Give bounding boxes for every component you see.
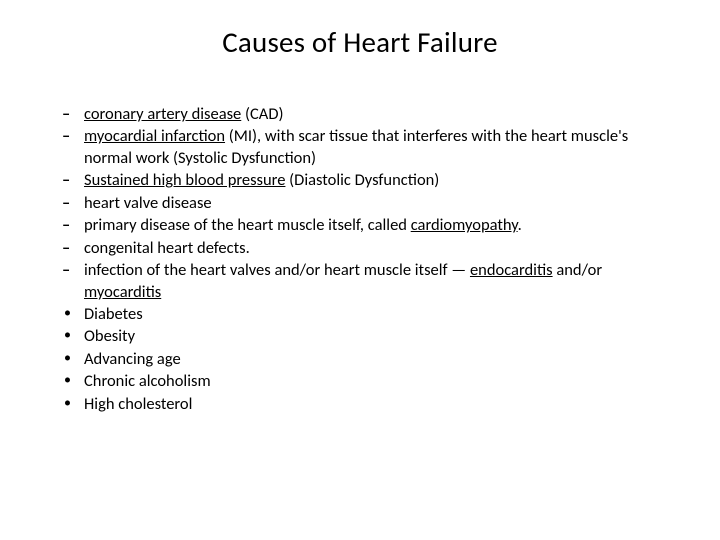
list-item-text: . <box>518 215 522 235</box>
list-item: infection of the heart valves and/or hea… <box>56 260 664 303</box>
list-item-text: primary disease of the heart muscle itse… <box>84 215 411 235</box>
list-item-text: myocarditis <box>84 282 161 302</box>
list-item-text: coronary artery disease <box>84 104 241 124</box>
list-item-text: (Diastolic Dysfunction) <box>285 170 439 190</box>
list-item: congenital heart defects. <box>56 238 664 259</box>
list-item: Chronic alcoholism <box>56 371 664 392</box>
list-item-text: (CAD) <box>241 104 283 124</box>
list-item-text: Chronic alcoholism <box>84 371 211 391</box>
list-item-text: Obesity <box>84 326 135 346</box>
slide-title: Causes of Heart Failure <box>56 24 664 60</box>
list-item-text: Diabetes <box>84 304 143 324</box>
slide: Causes of Heart Failure coronary artery … <box>0 0 720 540</box>
list-item-text: heart valve disease <box>84 193 212 213</box>
causes-list: coronary artery disease (CAD) myocardial… <box>56 104 664 415</box>
list-item: myocardial infarction (MI), with scar ti… <box>56 126 664 169</box>
list-item: Obesity <box>56 326 664 347</box>
list-item-text: congenital heart defects. <box>84 238 250 258</box>
list-item: heart valve disease <box>56 193 664 214</box>
list-item-text: Sustained high blood pressure <box>84 170 285 190</box>
list-item: primary disease of the heart muscle itse… <box>56 215 664 236</box>
list-item-text: and/or <box>553 260 603 280</box>
list-item: Diabetes <box>56 304 664 325</box>
list-item: Advancing age <box>56 349 664 370</box>
list-item: Sustained high blood pressure (Diastolic… <box>56 170 664 191</box>
list-item-text: endocarditis <box>470 260 553 280</box>
list-item-text: High cholesterol <box>84 394 192 414</box>
list-item-text: myocardial infarction <box>84 126 225 146</box>
list-item: High cholesterol <box>56 394 664 415</box>
list-item-text: Advancing age <box>84 349 181 369</box>
list-item-text: cardiomyopathy <box>411 215 518 235</box>
list-item: coronary artery disease (CAD) <box>56 104 664 125</box>
list-item-text: infection of the heart valves and/or hea… <box>84 260 470 280</box>
